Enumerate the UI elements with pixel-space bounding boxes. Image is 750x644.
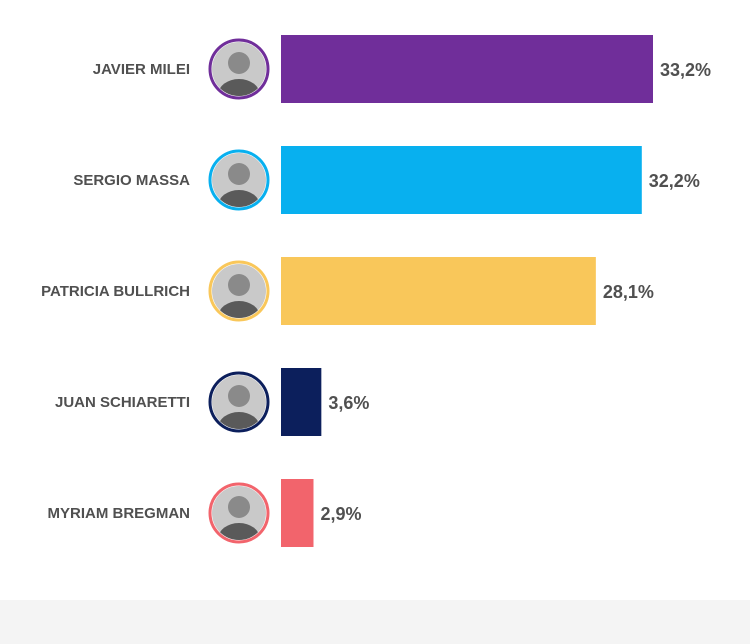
- candidate-portrait-icon: [208, 482, 270, 544]
- avatar-head-shape: [228, 385, 250, 407]
- bar-value-label: 28,1%: [603, 282, 654, 302]
- bar-value-label: 32,2%: [649, 171, 700, 191]
- avatar-shoulders-shape: [218, 190, 260, 207]
- candidate-name-label: SERGIO MASSA: [73, 172, 190, 189]
- bar: [281, 35, 653, 103]
- candidate-portrait-icon: [208, 371, 270, 433]
- bar-value-label: 3,6%: [328, 393, 369, 413]
- bar-value-label: 2,9%: [320, 504, 361, 524]
- avatar-head-shape: [228, 496, 250, 518]
- bar-value-label: 33,2%: [660, 60, 711, 80]
- candidate-portrait-icon: [208, 260, 270, 322]
- candidate-name-label: PATRICIA BULLRICH: [41, 283, 190, 300]
- candidate-name-label: JAVIER MILEI: [93, 61, 190, 78]
- avatar-head-shape: [228, 274, 250, 296]
- candidate-portrait-icon: [208, 38, 270, 100]
- avatar-head-shape: [228, 163, 250, 185]
- bar: [281, 257, 596, 325]
- candidate-name-label: JUAN SCHIARETTI: [55, 394, 190, 411]
- candidate-name-label: MYRIAM BREGMAN: [48, 505, 191, 522]
- avatar-shoulders-shape: [218, 79, 260, 96]
- avatar-shoulders-shape: [218, 412, 260, 429]
- footer-band: [0, 600, 750, 644]
- avatar-shoulders-shape: [218, 301, 260, 318]
- bar: [281, 479, 314, 547]
- candidate-portrait-icon: [208, 149, 270, 211]
- bar-chart: JAVIER MILEI 33,2% SERGIO MASSA 32,2% PATRIC…: [41, 35, 711, 547]
- avatar-head-shape: [228, 52, 250, 74]
- bar: [281, 368, 322, 436]
- avatar-shoulders-shape: [218, 523, 260, 540]
- bar: [281, 146, 642, 214]
